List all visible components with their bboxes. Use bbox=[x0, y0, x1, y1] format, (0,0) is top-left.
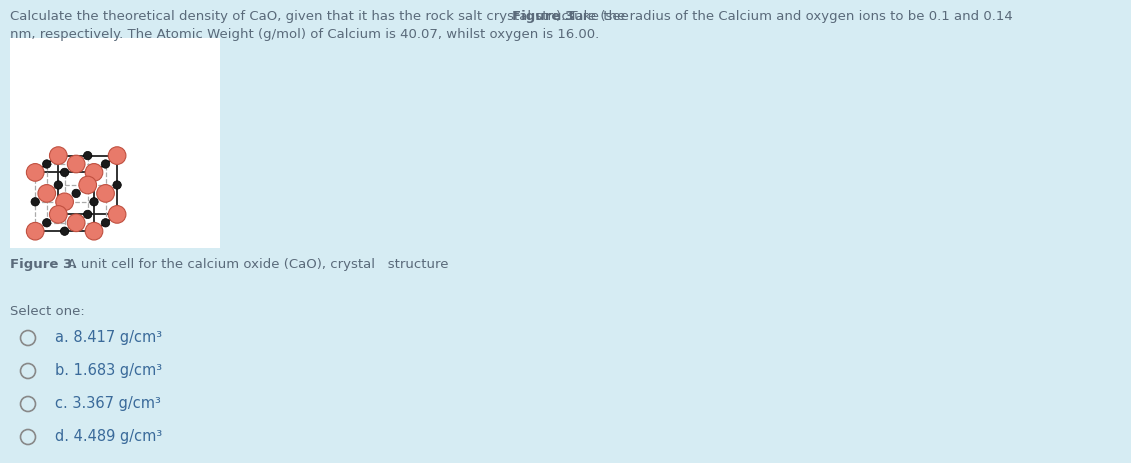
Circle shape bbox=[85, 163, 103, 181]
FancyBboxPatch shape bbox=[10, 38, 221, 248]
Text: A unit cell for the calcium oxide (CaO), crystal   structure: A unit cell for the calcium oxide (CaO),… bbox=[59, 258, 449, 271]
Text: a. 8.417 g/cm³: a. 8.417 g/cm³ bbox=[55, 330, 162, 345]
Circle shape bbox=[26, 222, 44, 240]
Circle shape bbox=[84, 210, 92, 219]
Circle shape bbox=[55, 193, 74, 211]
Circle shape bbox=[68, 155, 85, 173]
Circle shape bbox=[43, 160, 51, 168]
Circle shape bbox=[97, 185, 114, 202]
Text: Calculate the theoretical density of CaO, given that it has the rock salt crysta: Calculate the theoretical density of CaO… bbox=[10, 10, 633, 23]
Circle shape bbox=[54, 181, 62, 189]
Circle shape bbox=[43, 219, 51, 227]
Circle shape bbox=[109, 206, 126, 223]
Circle shape bbox=[79, 176, 96, 194]
Circle shape bbox=[109, 147, 126, 164]
Text: d. 4.489 g/cm³: d. 4.489 g/cm³ bbox=[55, 429, 162, 444]
Circle shape bbox=[38, 185, 55, 202]
Text: Figure 3: Figure 3 bbox=[512, 10, 575, 23]
Circle shape bbox=[50, 206, 67, 223]
Circle shape bbox=[113, 181, 121, 189]
Circle shape bbox=[84, 151, 92, 160]
Circle shape bbox=[68, 214, 85, 232]
Text: b. 1.683 g/cm³: b. 1.683 g/cm³ bbox=[55, 363, 162, 378]
Circle shape bbox=[102, 160, 110, 168]
Circle shape bbox=[89, 198, 98, 206]
Circle shape bbox=[60, 227, 69, 235]
Text: Select one:: Select one: bbox=[10, 305, 85, 318]
Circle shape bbox=[60, 168, 69, 176]
Circle shape bbox=[31, 198, 40, 206]
Circle shape bbox=[50, 147, 67, 164]
Text: c. 3.367 g/cm³: c. 3.367 g/cm³ bbox=[55, 396, 161, 411]
Circle shape bbox=[102, 219, 110, 227]
Text: ). Take the radius of the Calcium and oxygen ions to be 0.1 and 0.14: ). Take the radius of the Calcium and ox… bbox=[556, 10, 1012, 23]
Circle shape bbox=[72, 189, 80, 198]
Circle shape bbox=[26, 163, 44, 181]
Text: Figure 3.: Figure 3. bbox=[10, 258, 77, 271]
Text: nm, respectively. The Atomic Weight (g/mol) of Calcium is 40.07, whilst oxygen i: nm, respectively. The Atomic Weight (g/m… bbox=[10, 28, 599, 41]
Circle shape bbox=[85, 222, 103, 240]
